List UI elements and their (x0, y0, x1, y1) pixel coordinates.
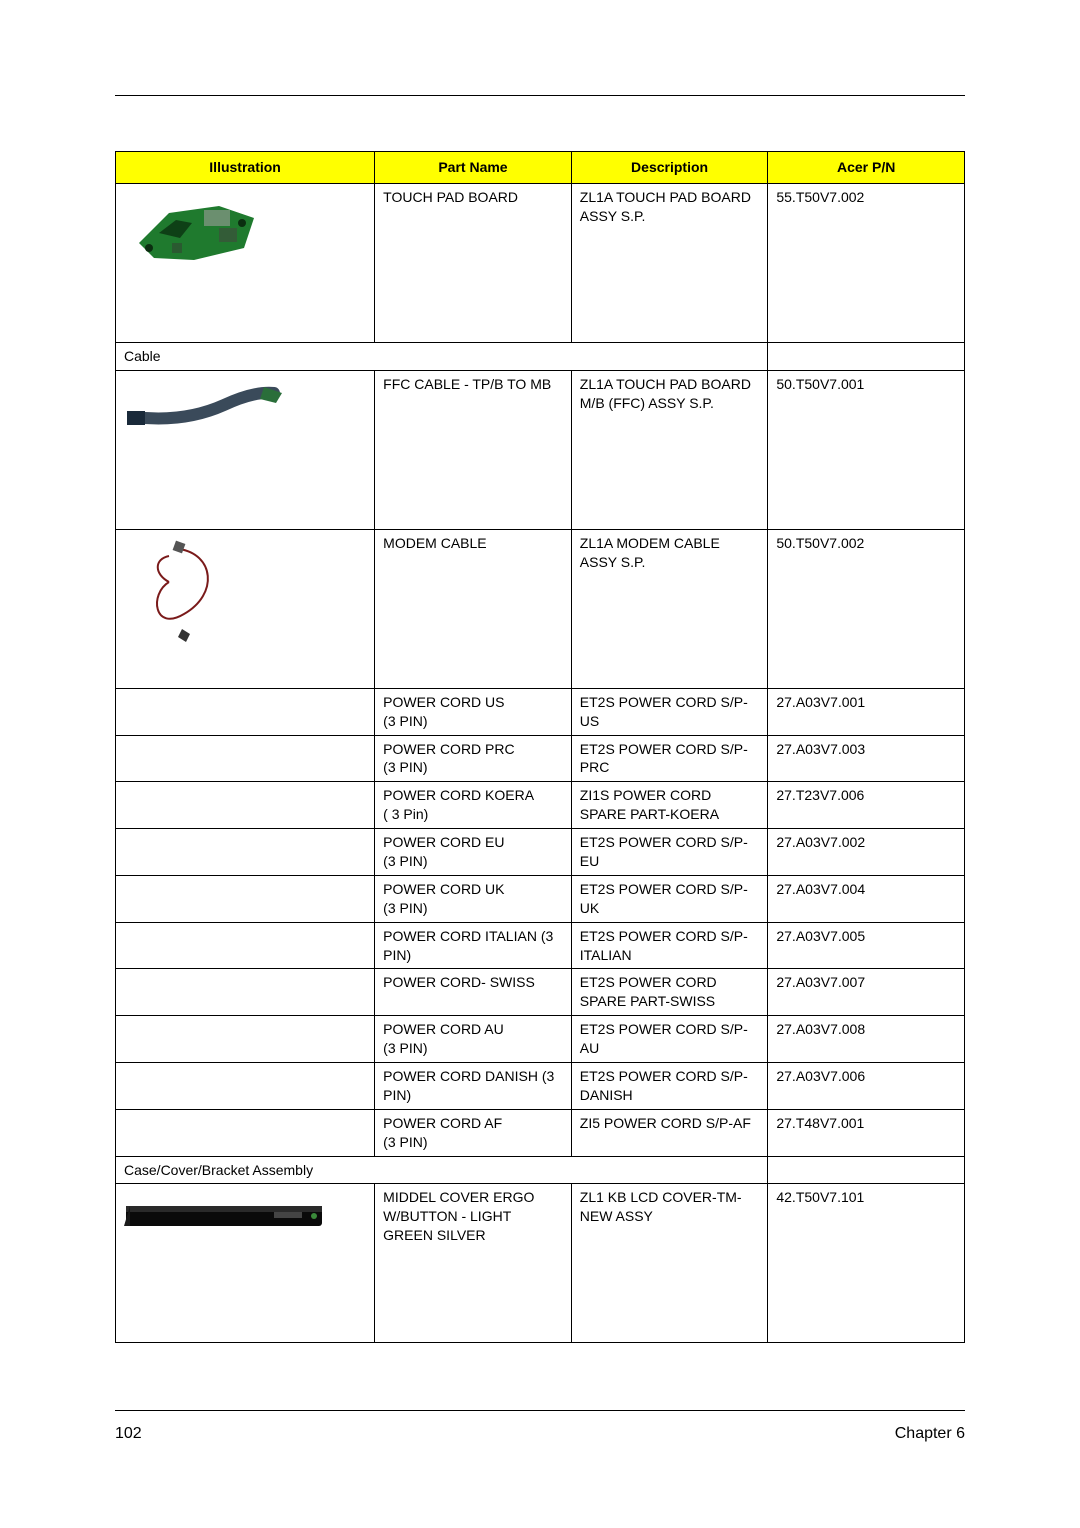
description-cell: ZI1S POWER CORD SPARE PART-KOERA (571, 782, 768, 829)
description-cell: ZI5 POWER CORD S/P-AF (571, 1109, 768, 1156)
table-row: FFC CABLE - TP/B TO MBZL1A TOUCH PAD BOA… (116, 370, 965, 529)
part-name-cell: POWER CORD DANISH (3 PIN) (375, 1063, 572, 1110)
illustration-cell (116, 1109, 375, 1156)
table-row: POWER CORD ITALIAN (3 PIN)ET2S POWER COR… (116, 922, 965, 969)
page-number: 102 (115, 1425, 142, 1443)
category-label: Case/Cover/Bracket Assembly (116, 1156, 768, 1184)
pn-cell: 27.A03V7.007 (768, 969, 965, 1016)
page-container: Illustration Part Name Description Acer … (0, 0, 1080, 1528)
ffc-cable-icon (124, 375, 284, 435)
description-cell: ET2S POWER CORD S/P-US (571, 688, 768, 735)
part-name-cell: MIDDEL COVER ERGO W/BUTTON - LIGHT GREEN… (375, 1184, 572, 1343)
table-row: MIDDEL COVER ERGO W/BUTTON - LIGHT GREEN… (116, 1184, 965, 1343)
category-row: Cable (116, 342, 965, 370)
description-cell: ZL1A MODEM CABLE ASSY S.P. (571, 529, 768, 688)
table-row: POWER CORD- SWISSET2S POWER CORD SPARE P… (116, 969, 965, 1016)
part-name-cell: POWER CORD KOERA ( 3 Pin) (375, 782, 572, 829)
table-row: POWER CORD US (3 PIN)ET2S POWER CORD S/P… (116, 688, 965, 735)
pn-cell: 27.A03V7.006 (768, 1063, 965, 1110)
description-cell: ET2S POWER CORD S/P-DANISH (571, 1063, 768, 1110)
table-header-row: Illustration Part Name Description Acer … (116, 152, 965, 184)
table-row: POWER CORD PRC (3 PIN)ET2S POWER CORD S/… (116, 735, 965, 782)
pn-cell: 42.T50V7.101 (768, 1184, 965, 1343)
description-cell: ZL1 KB LCD COVER-TM-NEW ASSY (571, 1184, 768, 1343)
table-row: POWER CORD KOERA ( 3 Pin)ZI1S POWER CORD… (116, 782, 965, 829)
page-footer: 102 Chapter 6 (115, 1410, 965, 1443)
table-row: POWER CORD UK (3 PIN)ET2S POWER CORD S/P… (116, 875, 965, 922)
table-row: TOUCH PAD BOARDZL1A TOUCH PAD BOARD ASSY… (116, 183, 965, 342)
description-cell: ET2S POWER CORD S/P-UK (571, 875, 768, 922)
illustration-cell (116, 529, 375, 688)
pn-cell: 27.A03V7.008 (768, 1016, 965, 1063)
description-cell: ET2S POWER CORD SPARE PART-SWISS (571, 969, 768, 1016)
pn-cell: 50.T50V7.001 (768, 370, 965, 529)
illustration-cell (116, 875, 375, 922)
col-header-illustration: Illustration (116, 152, 375, 184)
part-name-cell: MODEM CABLE (375, 529, 572, 688)
pn-cell: 55.T50V7.002 (768, 183, 965, 342)
part-name-cell: POWER CORD UK (3 PIN) (375, 875, 572, 922)
part-name-cell: POWER CORD PRC (3 PIN) (375, 735, 572, 782)
description-cell: ZL1A TOUCH PAD BOARD ASSY S.P. (571, 183, 768, 342)
middle-cover-icon (124, 1188, 324, 1238)
col-header-pn: Acer P/N (768, 152, 965, 184)
chapter-label: Chapter 6 (895, 1425, 965, 1443)
illustration-cell (116, 969, 375, 1016)
table-row: POWER CORD AU (3 PIN)ET2S POWER CORD S/P… (116, 1016, 965, 1063)
category-empty-pn (768, 342, 965, 370)
part-name-cell: POWER CORD- SWISS (375, 969, 572, 1016)
parts-table: Illustration Part Name Description Acer … (115, 151, 965, 1343)
part-name-cell: POWER CORD US (3 PIN) (375, 688, 572, 735)
pn-cell: 27.A03V7.002 (768, 829, 965, 876)
table-row: MODEM CABLEZL1A MODEM CABLE ASSY S.P.50.… (116, 529, 965, 688)
pn-cell: 27.A03V7.004 (768, 875, 965, 922)
touchpad-board-icon (124, 188, 264, 268)
illustration-cell (116, 1184, 375, 1343)
pn-cell: 27.A03V7.003 (768, 735, 965, 782)
description-cell: ET2S POWER CORD S/P-PRC (571, 735, 768, 782)
illustration-cell (116, 922, 375, 969)
description-cell: ET2S POWER CORD S/P-AU (571, 1016, 768, 1063)
part-name-cell: TOUCH PAD BOARD (375, 183, 572, 342)
pn-cell: 27.T23V7.006 (768, 782, 965, 829)
table-row: POWER CORD DANISH (3 PIN)ET2S POWER CORD… (116, 1063, 965, 1110)
footer-rule (115, 1410, 965, 1411)
illustration-cell (116, 735, 375, 782)
pn-cell: 27.T48V7.001 (768, 1109, 965, 1156)
modem-cable-icon (124, 534, 244, 654)
col-header-description: Description (571, 152, 768, 184)
illustration-cell (116, 1016, 375, 1063)
pn-cell: 27.A03V7.001 (768, 688, 965, 735)
category-label: Cable (116, 342, 768, 370)
part-name-cell: POWER CORD AU (3 PIN) (375, 1016, 572, 1063)
description-cell: ZL1A TOUCH PAD BOARD M/B (FFC) ASSY S.P. (571, 370, 768, 529)
illustration-cell (116, 183, 375, 342)
description-cell: ET2S POWER CORD S/P-EU (571, 829, 768, 876)
part-name-cell: POWER CORD ITALIAN (3 PIN) (375, 922, 572, 969)
illustration-cell (116, 370, 375, 529)
illustration-cell (116, 688, 375, 735)
part-name-cell: POWER CORD EU (3 PIN) (375, 829, 572, 876)
top-rule (115, 95, 965, 96)
illustration-cell (116, 782, 375, 829)
category-empty-pn (768, 1156, 965, 1184)
part-name-cell: FFC CABLE - TP/B TO MB (375, 370, 572, 529)
part-name-cell: POWER CORD AF (3 PIN) (375, 1109, 572, 1156)
col-header-partname: Part Name (375, 152, 572, 184)
illustration-cell (116, 829, 375, 876)
pn-cell: 27.A03V7.005 (768, 922, 965, 969)
category-row: Case/Cover/Bracket Assembly (116, 1156, 965, 1184)
illustration-cell (116, 1063, 375, 1110)
table-row: POWER CORD EU (3 PIN)ET2S POWER CORD S/P… (116, 829, 965, 876)
description-cell: ET2S POWER CORD S/P-ITALIAN (571, 922, 768, 969)
table-row: POWER CORD AF (3 PIN)ZI5 POWER CORD S/P-… (116, 1109, 965, 1156)
pn-cell: 50.T50V7.002 (768, 529, 965, 688)
